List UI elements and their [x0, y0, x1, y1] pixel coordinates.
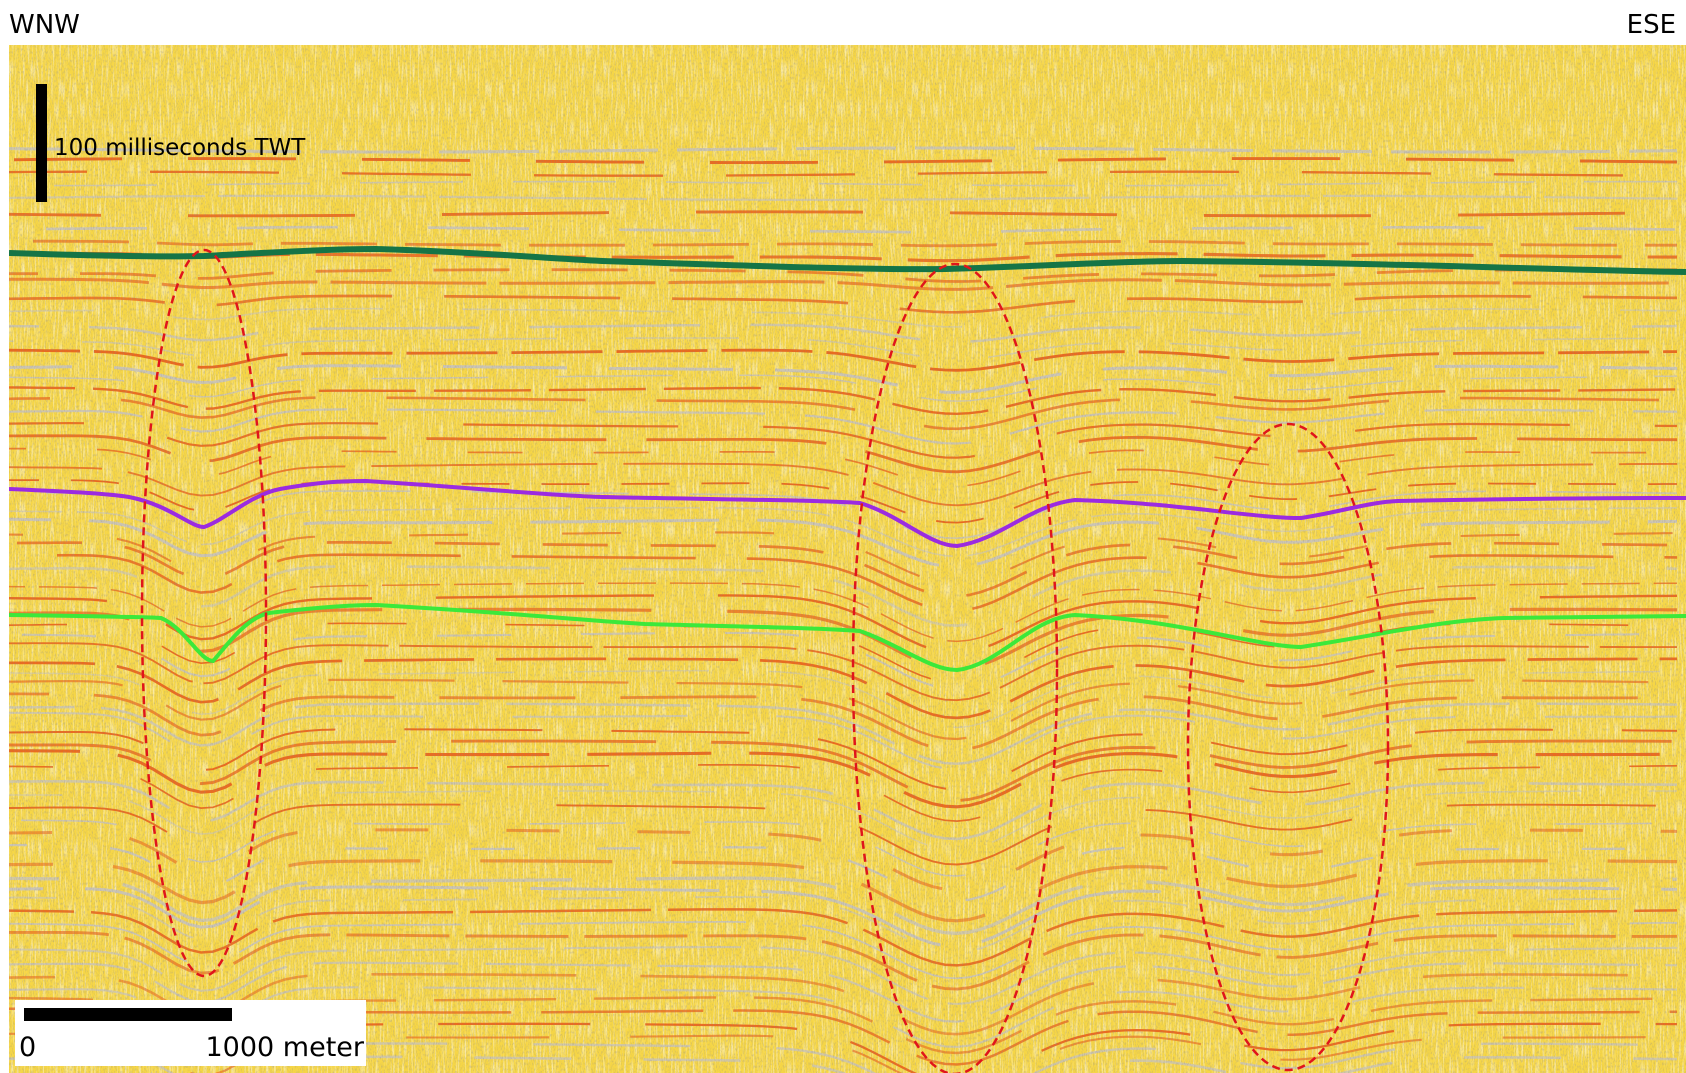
seismic-figure: WNW ESE 100 milliseconds TWT 0 1000 mete… — [0, 0, 1686, 1073]
vertical-scale-bar — [36, 84, 47, 202]
direction-left: WNW — [9, 10, 80, 40]
horizontal-scale-bar — [24, 1008, 232, 1021]
direction-right: ESE — [1627, 10, 1676, 40]
scale-end: 1000 meter — [205, 1032, 364, 1063]
section-noise — [9, 45, 1686, 1073]
vertical-scale-label: 100 milliseconds TWT — [54, 135, 306, 161]
scale-start: 0 — [19, 1032, 36, 1063]
page: WNW ESE 100 milliseconds TWT 0 1000 mete… — [0, 0, 1686, 1073]
seismic-section — [9, 45, 1686, 1073]
